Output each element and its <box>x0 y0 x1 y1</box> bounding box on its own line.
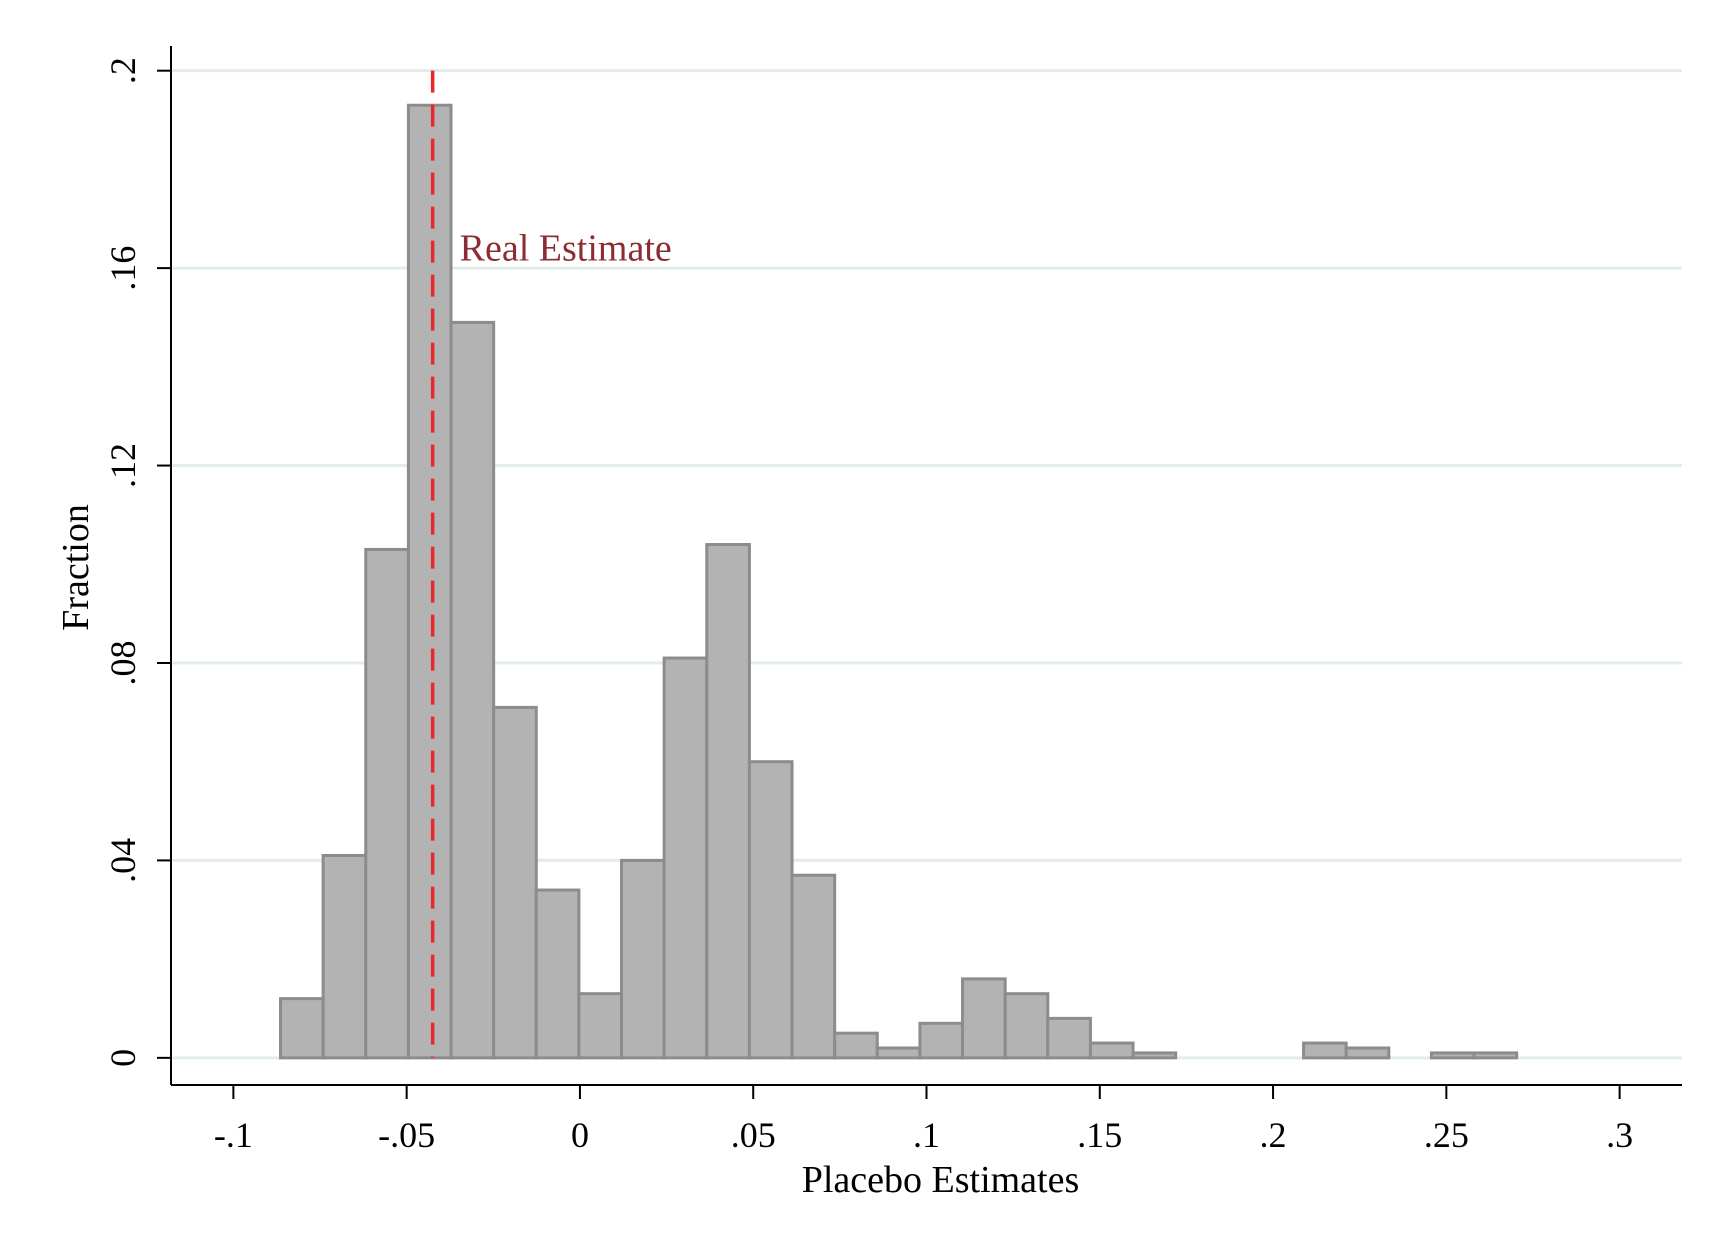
bar-14 <box>875 1046 922 1060</box>
bar-6 <box>534 888 581 1060</box>
x-tick-label-5: .15 <box>1077 1115 1122 1155</box>
bar-8 <box>620 858 666 1060</box>
histogram-bars <box>279 103 1519 1060</box>
x-tick-label-8: .3 <box>1606 1115 1633 1155</box>
bar-17 <box>1003 992 1050 1060</box>
bar-18 <box>1046 1016 1092 1060</box>
bar-10 <box>705 543 751 1060</box>
bar-23 <box>1429 1051 1476 1060</box>
bar-19 <box>1088 1041 1135 1060</box>
bar-9 <box>662 656 709 1060</box>
bar-3 <box>406 103 453 1060</box>
bar-2 <box>364 547 410 1060</box>
y-tick-label-4: .16 <box>103 246 143 291</box>
bar-16 <box>961 977 1007 1060</box>
x-tick-label-3: .05 <box>731 1115 776 1155</box>
bar-4 <box>449 320 496 1060</box>
bar-1 <box>321 853 368 1060</box>
bar-22 <box>1344 1046 1391 1060</box>
bar-20 <box>1131 1051 1178 1060</box>
bar-13 <box>833 1031 879 1060</box>
bar-12 <box>790 873 837 1060</box>
real-estimate-label: Real Estimate <box>460 228 672 270</box>
y-tick-label-3: .12 <box>103 443 143 488</box>
y-axis-title: Fraction <box>55 504 97 631</box>
bar-11 <box>747 760 794 1060</box>
x-tick-label-1: -.05 <box>378 1115 435 1155</box>
x-tick-label-4: .1 <box>913 1115 940 1155</box>
x-tick-label-2: 0 <box>571 1115 589 1155</box>
y-tick-label-5: .2 <box>103 57 143 84</box>
x-axis-title: Placebo Estimates <box>802 1159 1080 1201</box>
bar-24 <box>1472 1051 1519 1060</box>
bar-7 <box>577 992 624 1060</box>
x-tick-label-6: .2 <box>1260 1115 1287 1155</box>
x-tick-label-7: .25 <box>1424 1115 1469 1155</box>
y-tick-label-0: 0 <box>103 1049 143 1067</box>
bar-15 <box>918 1021 965 1060</box>
y-tick-label-1: .04 <box>103 838 143 883</box>
bar-5 <box>492 705 538 1060</box>
y-tick-label-2: .08 <box>103 640 143 685</box>
x-axis-ticks: -.1 -.05 0 .05 .1 .15 .2 .25 .3 <box>214 1085 1633 1155</box>
bar-0 <box>279 997 325 1060</box>
y-axis-ticks: 0 .04 .08 .12 .16 .2 <box>103 57 171 1067</box>
bar-21 <box>1302 1041 1348 1060</box>
x-tick-label-0: -.1 <box>214 1115 253 1155</box>
